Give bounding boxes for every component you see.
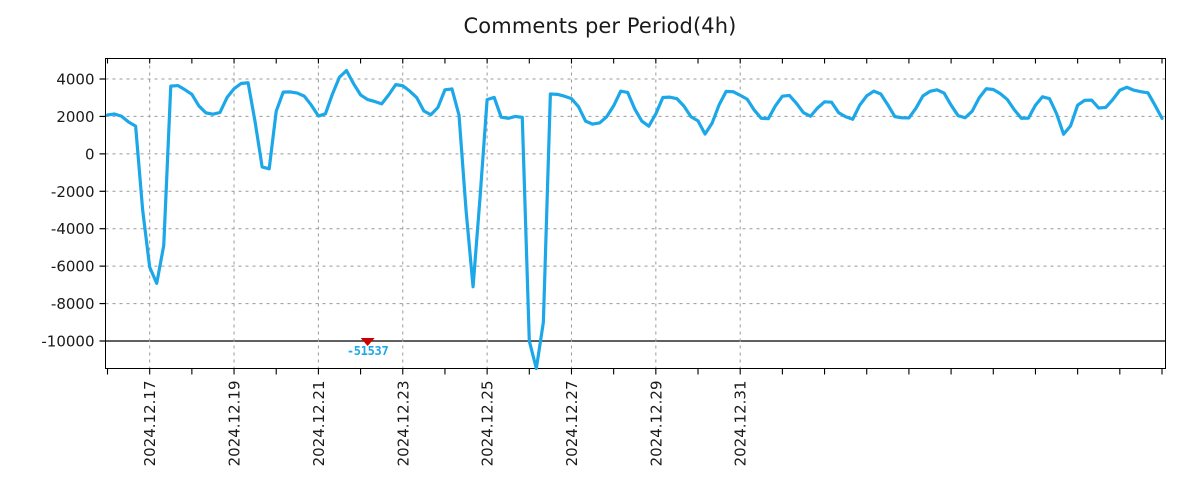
x-axis-tick-label: 2024.12.29 xyxy=(647,381,665,467)
x-axis-ticks: 2024.12.17 2024.12.19 2024.12.21 2024.12.23… xyxy=(106,58,1163,467)
y-axis-tick-label: -2000 xyxy=(51,183,95,201)
x-axis-tick-label: 2024.12.21 xyxy=(310,381,328,467)
y-axis-tick-label: 0 xyxy=(85,145,95,163)
y-axis-tick-label: 2000 xyxy=(56,108,94,126)
minimum-value-annotation: -51537 xyxy=(347,344,389,358)
chart-title: Comments per Period(4h) xyxy=(463,14,737,38)
y-axis-tick-label: -4000 xyxy=(51,220,95,238)
x-axis-tick-label: 2024.12.25 xyxy=(479,381,497,467)
y-axis-tick-label: -8000 xyxy=(51,295,95,313)
x-axis-tick-label: 2024.12.31 xyxy=(732,381,750,467)
annotation-group: -51537 xyxy=(347,338,389,358)
plot-frame xyxy=(105,58,1166,369)
y-axis-tick-label: 4000 xyxy=(56,71,94,89)
x-axis-tick-label: 2024.12.27 xyxy=(563,381,581,467)
x-axis-tick-label: 2024.12.17 xyxy=(141,381,159,467)
minimum-marker-icon xyxy=(360,338,375,346)
grid-lines xyxy=(105,58,1166,369)
x-axis-tick-label: 2024.12.19 xyxy=(226,381,244,467)
y-axis-ticks: 4000 2000 0 -2000 -4000 -6000 -8000 -10000 xyxy=(41,71,106,351)
x-axis-tick-label: 2024.12.23 xyxy=(394,381,412,467)
data-series-line xyxy=(105,68,1164,371)
y-axis-tick-label: -6000 xyxy=(51,258,95,276)
y-axis-tick-label: -10000 xyxy=(41,333,94,351)
